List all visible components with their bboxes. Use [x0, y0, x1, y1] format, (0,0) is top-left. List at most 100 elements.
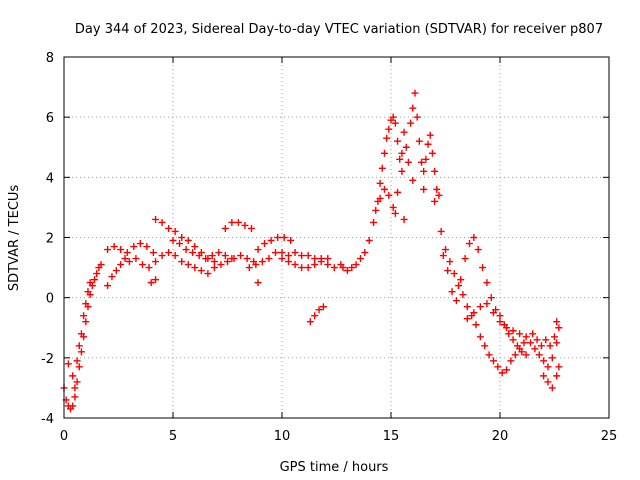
data-point — [306, 318, 314, 326]
data-point — [487, 294, 495, 302]
data-point — [311, 255, 319, 263]
data-point — [548, 354, 556, 362]
data-point — [182, 246, 190, 254]
data-point — [494, 363, 502, 371]
data-point — [400, 128, 408, 136]
data-point — [82, 300, 90, 308]
data-point — [431, 167, 439, 175]
data-point — [184, 261, 192, 269]
data-point — [130, 243, 138, 251]
data-point — [171, 227, 179, 235]
data-point — [380, 185, 388, 193]
data-point — [132, 255, 140, 263]
data-point — [476, 333, 484, 341]
y-tick-label: 6 — [46, 111, 54, 126]
data-point — [444, 267, 452, 275]
data-point — [117, 261, 125, 269]
data-point — [252, 261, 260, 269]
data-point — [551, 333, 558, 341]
data-point — [77, 348, 85, 356]
data-point — [394, 137, 402, 145]
data-point — [361, 249, 369, 257]
data-point — [398, 149, 406, 157]
data-point — [450, 270, 458, 278]
axis-ticks: 0 5 10 15 20 25 -4 -2 0 2 4 6 8 — [41, 51, 617, 444]
data-point — [123, 249, 131, 257]
data-point — [400, 215, 408, 223]
data-point — [418, 158, 426, 166]
data-point — [217, 261, 225, 269]
data-point — [189, 249, 197, 257]
data-point — [520, 339, 528, 347]
y-tick-label: 2 — [46, 232, 54, 247]
data-point — [380, 149, 388, 157]
data-point — [121, 255, 129, 263]
data-point — [474, 246, 482, 254]
data-point — [324, 261, 332, 269]
data-point — [433, 185, 441, 193]
data-point — [365, 237, 373, 245]
x-tick-label: 15 — [383, 429, 400, 444]
data-point — [348, 264, 356, 272]
data-point — [457, 276, 465, 284]
data-point — [165, 249, 173, 257]
data-point — [117, 246, 125, 254]
data-point — [145, 264, 153, 272]
data-point — [110, 243, 118, 251]
data-point — [385, 125, 393, 133]
data-point — [221, 224, 229, 232]
data-point — [221, 252, 229, 260]
y-axis-label: SDTVAR / TECUs — [7, 185, 22, 292]
data-point — [391, 119, 399, 127]
data-point — [476, 303, 484, 311]
x-axis-label: GPS time / hours — [280, 460, 389, 475]
data-point — [522, 351, 530, 359]
data-point — [84, 288, 92, 296]
data-point — [271, 249, 279, 257]
data-point — [75, 342, 83, 350]
data-point — [376, 179, 384, 187]
data-point — [522, 333, 530, 341]
data-point — [228, 218, 236, 226]
data-point — [531, 345, 539, 353]
data-point — [398, 167, 406, 175]
data-point — [210, 264, 218, 272]
data-point — [152, 258, 160, 266]
data-point — [71, 384, 79, 392]
data-point — [553, 339, 561, 347]
data-point — [298, 264, 306, 272]
data-point — [104, 282, 112, 290]
data-point — [280, 234, 288, 241]
data-point — [553, 318, 561, 326]
data-point — [516, 330, 524, 338]
data-point — [540, 357, 548, 365]
data-point — [389, 113, 397, 121]
data-point — [442, 246, 449, 254]
data-point — [291, 261, 299, 269]
data-point — [435, 191, 443, 199]
data-point — [152, 215, 160, 223]
data-point — [258, 258, 266, 266]
data-point — [537, 342, 545, 350]
data-point — [91, 276, 99, 284]
data-point — [489, 357, 497, 365]
data-point — [152, 276, 160, 284]
data-point — [311, 261, 319, 269]
data-point — [237, 252, 245, 260]
data-point — [165, 224, 173, 232]
x-tick-label: 0 — [60, 429, 68, 444]
data-point — [319, 303, 327, 311]
data-point — [80, 312, 88, 320]
x-tick-label: 5 — [169, 429, 177, 444]
data-point — [112, 267, 120, 275]
data-point — [241, 221, 249, 229]
data-point — [544, 363, 552, 371]
data-point — [472, 321, 480, 329]
data-point — [448, 288, 456, 296]
data-point — [210, 258, 218, 266]
data-point — [396, 155, 404, 163]
data-point — [407, 119, 415, 127]
data-point — [339, 264, 347, 272]
data-point — [287, 237, 295, 245]
